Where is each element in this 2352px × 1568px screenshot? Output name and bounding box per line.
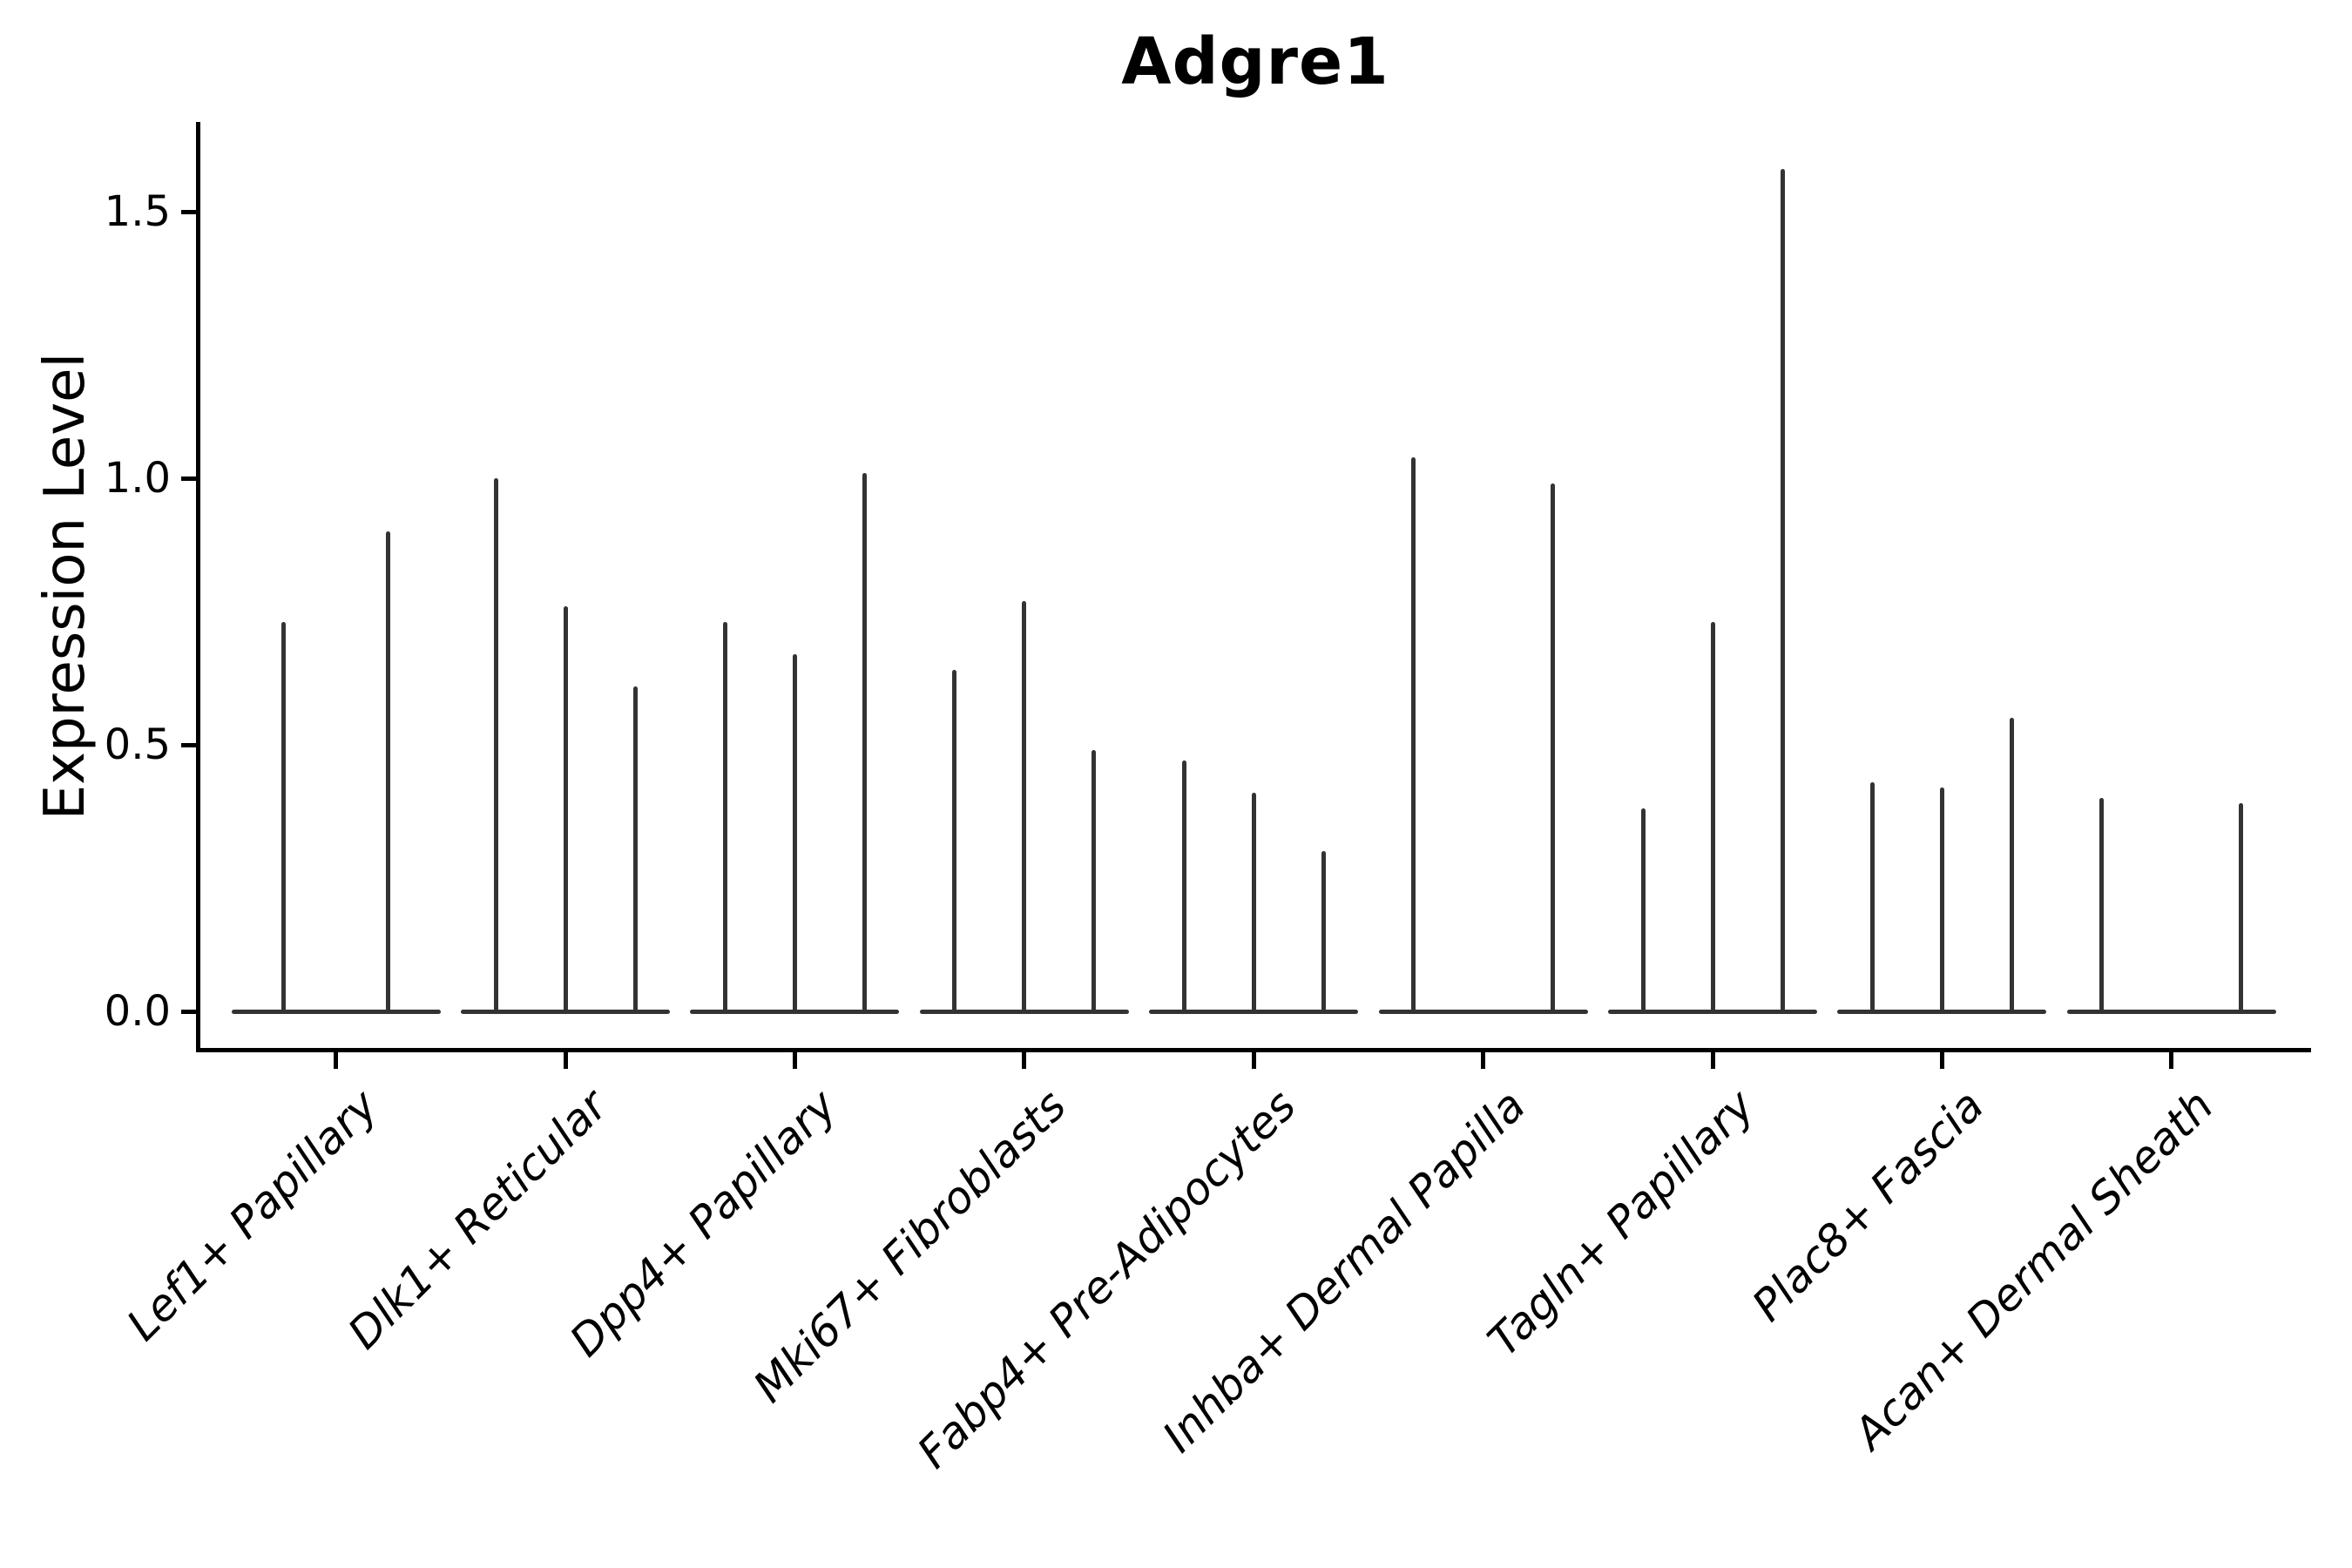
y-tick-mark [181,742,196,747]
y-tick-label: 0.0 [104,987,171,1036]
x-tick-mark [792,1052,797,1069]
x-axis-spine [196,1048,2311,1052]
violin-spike [1551,483,1556,1011]
violin-spike [2099,798,2105,1011]
violin-spike [1092,750,1097,1011]
x-tick-label: Lef1+ Papillary [117,1080,388,1351]
violin-base [1378,1009,1588,1014]
violin-spike [1780,169,1785,1011]
y-tick-mark [181,476,196,481]
violin-spike [1411,456,1416,1011]
violin-spike [386,531,391,1011]
violin-base [1608,1009,1817,1014]
violin-spike [792,653,797,1011]
chart-title: Adgre1 [1121,24,1389,99]
violin-base [919,1009,1129,1014]
violin-base [2066,1009,2276,1014]
x-tick-label: Fabp4+ Pre-Adipocytes [907,1080,1306,1478]
violin-base [1837,1009,2047,1014]
x-tick-mark [334,1052,339,1069]
x-tick-mark [1251,1052,1256,1069]
y-tick-label: 1.5 [104,187,171,236]
violin-spike [722,622,727,1011]
violin-spike [2239,803,2244,1011]
violin-base [461,1009,670,1014]
x-tick-label: Plac8+ Fascia [1742,1080,1994,1331]
x-tick-mark [563,1052,568,1069]
y-tick-mark [181,209,196,214]
violin-spike [1321,851,1326,1011]
violin-spike [1710,622,1715,1011]
violin-spike [952,670,957,1011]
y-tick-label: 1.0 [104,454,171,503]
y-axis-spine [196,122,200,1052]
x-tick-mark [2169,1052,2174,1069]
violin-spike [2009,718,2014,1011]
violin-base [690,1009,900,1014]
violin-spike [281,622,287,1011]
violin-spike [1181,760,1186,1011]
y-tick-mark [181,1009,196,1014]
violin-spike [1640,808,1646,1011]
violin-spike [1869,781,1875,1011]
violin-spike [1939,787,1944,1011]
violin-spike [632,686,638,1011]
x-tick-label: Inhba+ Dermal Papilla [1152,1080,1535,1463]
x-tick-mark [1481,1052,1486,1069]
violin-spike [493,478,498,1011]
y-tick-label: 0.5 [104,720,171,769]
x-tick-mark [1939,1052,1944,1069]
violin-base [1149,1009,1359,1014]
x-tick-mark [1710,1052,1715,1069]
violin-spike [1022,600,1027,1011]
x-tick-mark [1022,1052,1027,1069]
violin-spike [563,605,568,1011]
violin-spike [1251,793,1256,1011]
violin-base [231,1009,441,1014]
violin-spike [862,472,867,1011]
